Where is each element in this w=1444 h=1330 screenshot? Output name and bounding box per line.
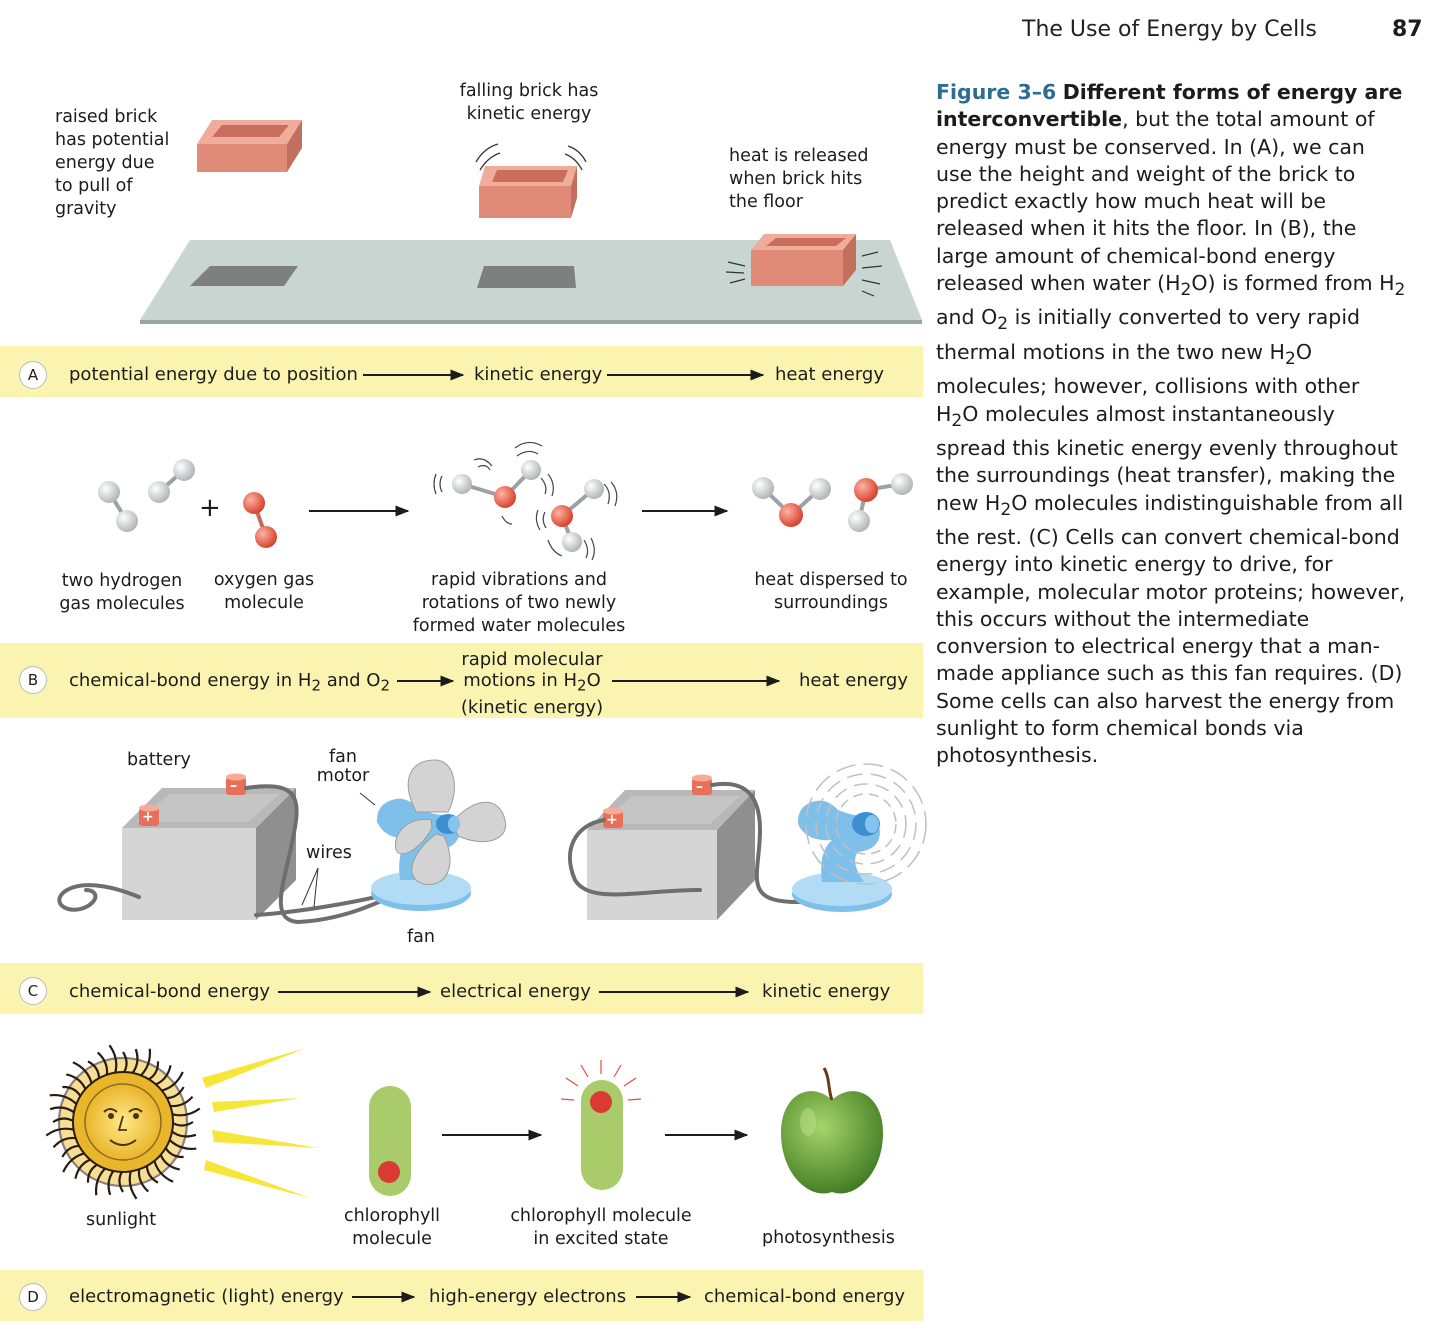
panel-letter-c: C	[19, 977, 47, 1005]
band-c-text-2: electrical energy	[440, 981, 591, 1002]
band-c-text-1: chemical-bond energy	[69, 981, 271, 1002]
panel-letter-d: D	[19, 1283, 47, 1311]
panel-letter-a: A	[19, 361, 47, 389]
band-c	[0, 963, 923, 1014]
plus-sign: +	[199, 493, 221, 523]
band-d	[0, 1270, 923, 1321]
oxygen-molecule	[243, 492, 277, 548]
band-d-text-2: high-energy electrons	[429, 1286, 627, 1307]
rapid-vibrations-label: rapid vibrations and rotations of two new…	[412, 570, 626, 636]
battery-plus-1: +	[142, 809, 154, 825]
battery-label: battery	[127, 750, 191, 770]
band-b-text-1: chemical-bond energy in H2 and O2	[69, 670, 391, 695]
band-a-text-2: kinetic energy	[474, 364, 603, 385]
chlorophyll-ground	[369, 1086, 411, 1196]
hydrogen-molecules	[98, 459, 195, 532]
page-number: 87	[1392, 17, 1423, 42]
band-c-text-3: kinetic energy	[762, 981, 891, 1002]
vibrating-water-molecules	[433, 441, 618, 561]
panel-a-floor	[140, 240, 922, 324]
chlorophyll-excited	[560, 1060, 642, 1190]
band-b-arrows	[397, 675, 781, 687]
chlorophyll-excited-label: chlorophyll molecule in excited state	[510, 1206, 692, 1249]
band-a-text-1: potential energy due to position	[69, 364, 358, 385]
battery-minus-1: –	[230, 778, 237, 794]
fan-label: fan	[407, 927, 435, 947]
hydrogen-label: two hydrogen gas molecules	[59, 571, 185, 614]
landed-brick	[725, 234, 883, 297]
band-d-text-3: chemical-bond energy	[704, 1286, 906, 1307]
falling-brick	[475, 143, 587, 218]
sunlight-label: sunlight	[86, 1210, 157, 1230]
fan-motor-label: fan motor	[316, 747, 370, 786]
battery-2	[587, 774, 755, 920]
fan-1	[301, 759, 507, 911]
fan-2	[792, 763, 927, 912]
apple	[780, 1067, 884, 1194]
oxygen-label: oxygen gas molecule	[213, 570, 315, 613]
sun-ray-strokes	[45, 1044, 201, 1200]
band-d-text-1: electromagnetic (light) energy	[69, 1286, 344, 1307]
figure-label: Figure 3–6	[936, 80, 1057, 104]
battery-minus-2: –	[696, 779, 703, 795]
band-b-text-2: rapid molecular motions in H2O (kinetic …	[460, 649, 604, 718]
band-a-arrows	[363, 369, 765, 381]
chlorophyll-label: chlorophyll molecule	[343, 1206, 441, 1249]
figure-title: Different forms of energy are interconve…	[936, 80, 1403, 132]
falling-brick-label: falling brick has kinetic energy	[459, 81, 599, 124]
band-d-arrows	[352, 1291, 692, 1303]
battery-1	[122, 773, 296, 920]
photosynthesis-label: photosynthesis	[762, 1228, 895, 1248]
raised-brick-label: raised brick has potential energy due to pu…	[55, 107, 170, 219]
band-c-arrows	[278, 986, 750, 998]
figure-graphics	[45, 120, 927, 1200]
panel-letter-b: B	[19, 666, 47, 694]
running-header-title: The Use of Energy by Cells	[1022, 17, 1317, 42]
heat-dispersed-label: heat dispersed to surroundings	[754, 570, 908, 613]
raised-brick	[197, 120, 302, 172]
wires-label: wires	[306, 843, 352, 863]
dispersed-water-molecules	[752, 473, 913, 532]
figure-caption: Figure 3–6 Different forms of energy are…	[936, 80, 1406, 768]
band-a-text-3: heat energy	[775, 364, 885, 385]
sun-beams	[202, 1048, 318, 1198]
sun	[45, 1044, 201, 1200]
heat-released-label: heat is released when brick hits the floor	[729, 146, 869, 212]
band-b-text-3: heat energy	[799, 670, 909, 691]
battery-plus-2: +	[606, 812, 618, 828]
